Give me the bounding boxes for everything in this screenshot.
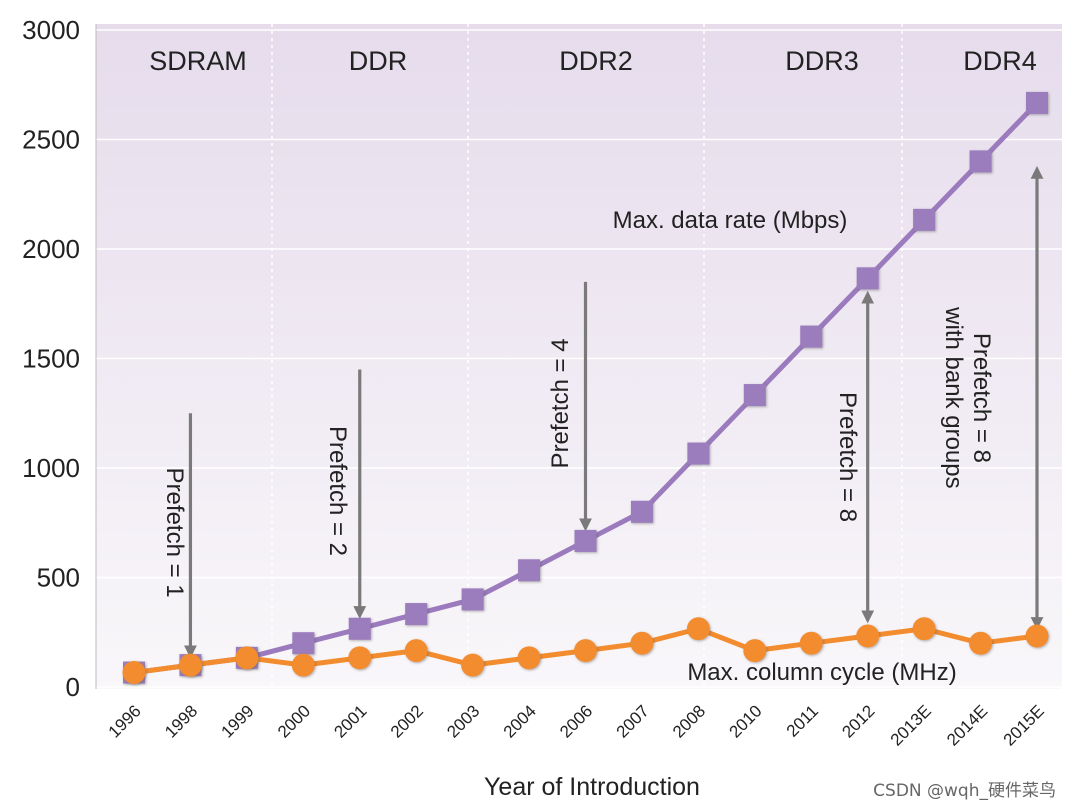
prefetch-label: Prefetch = 1 (161, 468, 188, 598)
data-point (856, 267, 879, 290)
data-point (800, 325, 823, 348)
x-tick-label: 2013E (887, 701, 935, 749)
data-point (1025, 624, 1049, 648)
grid (96, 29, 1062, 688)
data-point (461, 588, 484, 611)
data-point (969, 631, 993, 655)
x-tick-label: 1996 (105, 701, 145, 741)
x-axis-title: Year of Introduction (484, 773, 700, 801)
data-point (799, 631, 823, 655)
data-point (122, 661, 146, 685)
generation-label: DDR2 (559, 46, 633, 76)
generation-label: DDR4 (963, 46, 1037, 76)
x-tick-label: 2011 (783, 701, 822, 740)
x-tick-label: 2014E (943, 701, 991, 749)
y-tick-label: 500 (37, 563, 80, 593)
y-tick-label: 1500 (22, 344, 80, 374)
x-tick-label: 2006 (556, 701, 596, 741)
x-tick-label: 2002 (387, 701, 427, 741)
y-tick-label: 3000 (22, 15, 80, 45)
generation-label: DDR3 (785, 46, 859, 76)
data-point (517, 646, 541, 670)
y-tick-label: 0 (66, 672, 80, 702)
prefetch-label: Prefetch = 4 (547, 338, 574, 468)
data-point (912, 617, 936, 641)
data-point (687, 442, 710, 465)
x-tick-label: 2001 (330, 701, 370, 741)
series-labels: Max. data rate (Mbps) Max. column cycle (… (613, 207, 957, 686)
x-tick-label: 2010 (725, 701, 765, 741)
data-point (461, 653, 485, 677)
x-tick-label: 2003 (443, 701, 483, 741)
data-point (913, 208, 936, 231)
y-tick-label: 2500 (22, 125, 80, 155)
x-tick-label: 2000 (274, 701, 314, 741)
data-point (178, 653, 202, 677)
y-tick-label: 1000 (22, 453, 80, 483)
data-point (405, 603, 428, 626)
x-tick-label: 2012 (838, 701, 878, 741)
series-label: Max. data rate (Mbps) (613, 207, 848, 234)
series-1 (122, 617, 1049, 685)
data-point (235, 646, 259, 670)
data-point (348, 646, 372, 670)
data-point (630, 500, 653, 523)
x-tick-label: 2007 (613, 701, 653, 741)
prefetch-annotations: Prefetch = 1 Prefetch = 2 Prefetch = 4 Pref… (161, 165, 1044, 659)
data-point (518, 559, 541, 582)
x-tick-label: 1999 (218, 701, 258, 741)
generation-label: DDR (349, 46, 408, 76)
data-point (1026, 91, 1048, 114)
generation-dividers (271, 24, 903, 689)
y-tick-label: 2000 (22, 234, 80, 264)
prefetch-label: Prefetch = 8with bank groups (940, 306, 995, 488)
generation-labels: SDRAM DDR DDR2 DDR3 DDR4 (149, 46, 1037, 76)
y-axis: 0 500 1000 1500 2000 2500 3000 (22, 15, 97, 702)
data-point (404, 639, 428, 663)
data-point (630, 631, 654, 655)
data-point (348, 617, 371, 640)
x-tick-label: 1998 (161, 701, 201, 741)
x-tick-label: 2015E (1000, 701, 1048, 749)
x-tick-label: 2004 (500, 701, 540, 741)
data-point (856, 624, 880, 648)
prefetch-label: Prefetch = 8 (834, 392, 861, 522)
data-point (574, 529, 597, 552)
data-point (743, 639, 767, 663)
data-point (743, 384, 766, 407)
data-point (292, 632, 315, 655)
x-tick-label: 2008 (669, 701, 709, 741)
series (122, 91, 1049, 685)
data-point (291, 653, 315, 677)
watermark: CSDN @wqh_硬件菜鸟 (873, 781, 1056, 801)
x-axis: 1996 1998 1999 2000 2001 2002 2003 2004 2006 2007… (105, 701, 1048, 749)
data-point (574, 639, 597, 663)
prefetch-label: Prefetch = 2 (324, 426, 351, 556)
series-label: Max. column cycle (MHz) (687, 659, 956, 686)
plot-background (96, 24, 1062, 689)
data-point (686, 617, 710, 641)
generation-label: SDRAM (149, 46, 247, 76)
data-point (969, 150, 992, 173)
